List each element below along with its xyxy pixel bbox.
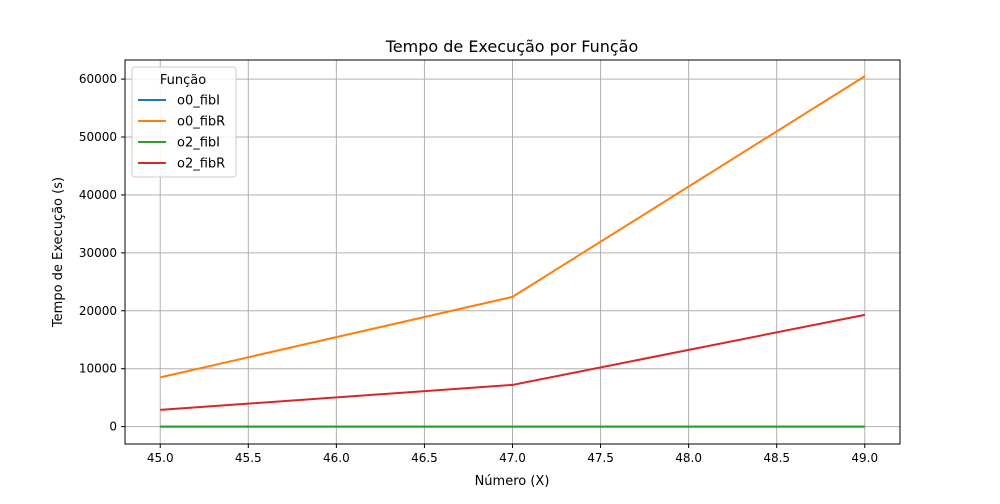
x-tick-label: 48.0 — [675, 451, 702, 465]
x-tick-label: 49.0 — [851, 451, 878, 465]
x-tick-label: 47.5 — [587, 451, 614, 465]
legend-items: o0_fibI o0_fibR o2_fibI o2_fibR — [138, 94, 225, 172]
chart-title: Tempo de Execução por Função — [385, 37, 639, 56]
y-tick-label: 20000 — [79, 304, 117, 318]
y-tick-label: 40000 — [79, 188, 117, 202]
x-axis-label: Número (X) — [475, 474, 550, 489]
x-tick-label: 47.0 — [499, 451, 526, 465]
grid — [125, 60, 900, 444]
x-axis: 45.0 45.5 46.0 46.5 47.0 47.5 48.0 48.5 49.0 — [147, 444, 878, 465]
y-tick-label: 50000 — [79, 130, 117, 144]
y-tick-label: 10000 — [79, 362, 117, 376]
x-tick-label: 45.0 — [147, 451, 174, 465]
x-tick-label: 46.5 — [411, 451, 438, 465]
legend: Função o0_fibI o0_fibR o2_fibI o2_fibR — [131, 66, 237, 178]
y-axis-label: Tempo de Execução (s) — [51, 177, 66, 328]
legend-label-o2_fibI: o2_fibI — [177, 136, 220, 151]
legend-label-o0_fibI: o0_fibI — [177, 94, 220, 109]
legend-label-o2_fibR: o2_fibR — [177, 157, 225, 172]
series-line-o0_fibR — [160, 75, 866, 379]
y-axis: 0 10000 20000 30000 40000 50000 60000 — [79, 72, 125, 434]
legend-box — [131, 66, 237, 178]
y-tick-label: 30000 — [79, 246, 117, 260]
series-line-o2_fibR — [160, 313, 865, 411]
x-tick-label: 45.5 — [235, 451, 262, 465]
series-layer — [160, 75, 866, 428]
x-tick-label: 46.0 — [323, 451, 350, 465]
legend-title: Função — [160, 73, 206, 88]
y-tick-label: 0 — [109, 420, 117, 434]
y-tick-label: 60000 — [79, 72, 117, 86]
x-tick-label: 48.5 — [763, 451, 790, 465]
legend-label-o0_fibR: o0_fibR — [177, 115, 225, 130]
